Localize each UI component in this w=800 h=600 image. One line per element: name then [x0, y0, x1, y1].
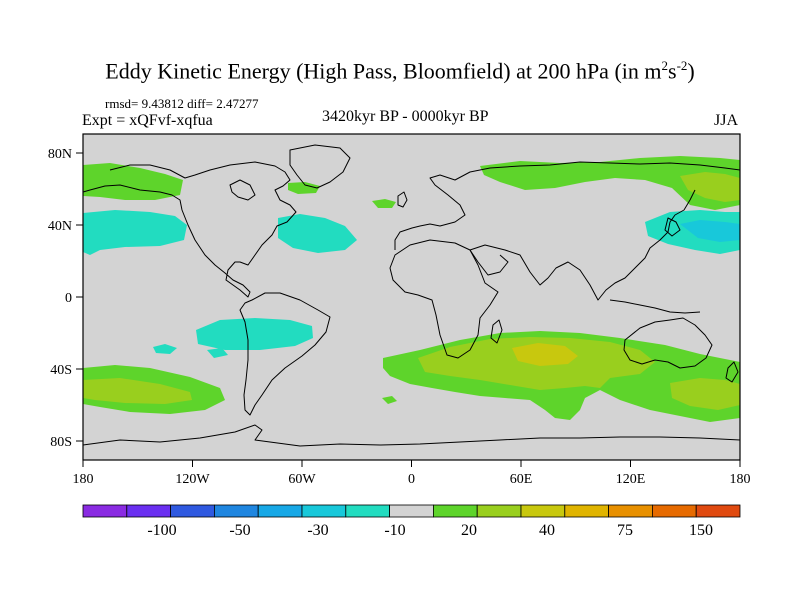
- period-label: 3420kyr BP - 0000kyr BP: [322, 108, 489, 125]
- field-north-pacific-green: [83, 163, 183, 200]
- colorbar-box: [170, 504, 215, 518]
- colorbar-label-minus50: -50: [229, 522, 250, 539]
- colorbar-box: [652, 504, 697, 518]
- coast-japan: [664, 217, 681, 237]
- field-southern-australia-yellow: [670, 378, 740, 410]
- lat-label-80s: 80S: [50, 435, 72, 450]
- colorbar-label-minus30: -30: [307, 522, 328, 539]
- field-greenland-green: [288, 182, 320, 194]
- colorbar-label-40: 40: [539, 522, 555, 539]
- field-south-atlantic-small-green: [382, 396, 397, 404]
- coast-africa: [389, 239, 499, 359]
- colorbar-box: [301, 504, 347, 518]
- lon-label-60e: 60E: [510, 472, 533, 487]
- colorbar-label-minus10: -10: [384, 522, 405, 539]
- colorbar: -100 -50 -30 -10 20 40 75 150: [82, 504, 741, 539]
- colorbar-box: [520, 504, 566, 518]
- coast-antarctica: [83, 424, 740, 447]
- coast-asia-south: [469, 189, 696, 301]
- anomaly-fields: [83, 156, 740, 422]
- lon-label-120e: 120E: [616, 472, 646, 487]
- colorbar-box: [695, 504, 741, 518]
- field-nw-pacific-cyan-dark: [680, 220, 740, 242]
- colorbar-boxes: [82, 504, 741, 518]
- lon-label-0: 0: [408, 472, 415, 487]
- coast-arabia: [469, 249, 509, 276]
- colorbar-box: [345, 504, 390, 518]
- field-eurasia-green: [480, 156, 740, 210]
- experiment-label: Expt = xQFvf-xqfua: [82, 112, 213, 129]
- colorbar-box: [389, 504, 434, 518]
- field-south-pacific-small-cyan: [153, 344, 177, 354]
- stats-text: rmsd= 9.43812 diff= 2.47277: [105, 96, 259, 111]
- colorbar-box: [126, 504, 172, 518]
- colorbar-box: [257, 504, 303, 518]
- colorbar-labels: -100 -50 -30 -10 20 40 75 150: [147, 522, 713, 539]
- lat-ticks: [76, 152, 83, 442]
- lon-label-180e: 180: [730, 472, 751, 487]
- field-atlantic-small-green: [372, 199, 396, 208]
- season-label: JJA: [714, 112, 739, 129]
- field-north-pacific-cyan: [83, 210, 187, 255]
- field-southern-pacific-yellow: [83, 378, 192, 404]
- lon-label-60w: 60W: [288, 472, 316, 487]
- lon-label-120w: 120W: [175, 472, 210, 487]
- lat-label-40s: 40S: [50, 363, 72, 378]
- colorbar-box: [213, 504, 259, 518]
- lon-label-180w: 180: [73, 472, 94, 487]
- field-eurasia-yellow: [680, 172, 740, 202]
- colorbar-label-minus100: -100: [147, 522, 176, 539]
- coast-south-america: [239, 292, 331, 416]
- coast-madagascar: [490, 319, 503, 344]
- coast-indonesia: [609, 299, 701, 314]
- coast-north-america: [83, 161, 297, 298]
- lat-label-0: 0: [65, 291, 72, 306]
- coast-new-zealand: [725, 361, 739, 383]
- colorbar-label-75: 75: [617, 522, 633, 539]
- coastlines: [83, 144, 740, 447]
- coast-hudson-bay: [229, 179, 256, 201]
- lon-ticks: [82, 460, 741, 467]
- field-south-pacific-cyan: [196, 318, 313, 350]
- coast-uk: [397, 191, 408, 208]
- colorbar-box: [608, 504, 653, 518]
- colorbar-box: [564, 504, 609, 518]
- colorbar-label-20: 20: [461, 522, 477, 539]
- colorbar-label-150: 150: [689, 522, 713, 539]
- lat-label-80n: 80N: [48, 147, 72, 162]
- field-chile-cyan: [207, 348, 228, 358]
- chart-title: Eddy Kinetic Energy (High Pass, Bloomfie…: [105, 58, 695, 84]
- lat-labels: 80N 40N 0 40S 80S: [48, 147, 72, 450]
- colorbar-box: [82, 504, 128, 518]
- coast-eurasia: [394, 161, 740, 250]
- coast-australia: [623, 317, 713, 369]
- coast-greenland: [289, 144, 351, 189]
- lon-labels: 180 120W 60W 0 60E 120E 180: [73, 472, 751, 487]
- colorbar-box: [432, 504, 478, 518]
- colorbar-box: [476, 504, 522, 518]
- field-north-atlantic-cyan: [278, 214, 357, 253]
- lat-label-40n: 40N: [48, 219, 72, 234]
- field-southern-indian-orange: [512, 343, 578, 366]
